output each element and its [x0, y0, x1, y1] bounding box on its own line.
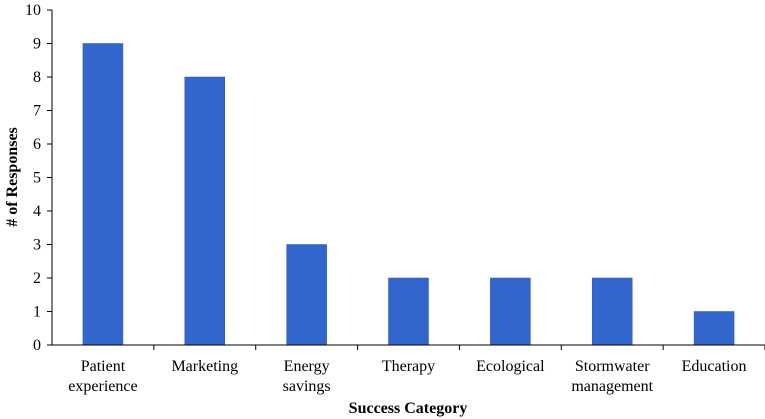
y-tick-label: 6	[33, 136, 41, 153]
y-tick-label: 3	[33, 237, 41, 254]
y-tick-label: 2	[33, 270, 41, 287]
x-tick-label: Therapy	[382, 358, 435, 375]
x-tick-label: Stormwater management	[571, 358, 653, 395]
y-tick-label: 1	[33, 304, 41, 321]
bar	[693, 311, 735, 346]
x-tick-label: Patient experience	[68, 358, 137, 395]
x-axis-tick-labels: Patient experience Marketing Energy savings T…	[68, 345, 765, 395]
y-tick-label: 10	[25, 2, 41, 19]
y-axis-title: # of Responses	[4, 127, 21, 227]
bar	[490, 277, 531, 346]
x-tick-label: Ecological	[476, 358, 545, 375]
y-tick-label: 7	[33, 103, 41, 120]
x-axis-title: Success Category	[349, 400, 468, 417]
bar	[591, 277, 633, 346]
y-tick-label: 9	[33, 36, 41, 53]
bar	[388, 277, 429, 346]
y-tick-label: 0	[33, 337, 41, 354]
y-tick-label: 4	[33, 203, 41, 220]
bar	[82, 43, 124, 346]
bar	[184, 76, 226, 346]
x-tick-label: Marketing	[171, 358, 238, 375]
y-tick-label: 5	[33, 170, 41, 187]
x-tick-label: Energy savings	[283, 358, 331, 395]
x-tick-label: Education	[682, 358, 747, 375]
y-axis-ticks: 0 1 2 3 4 5 6 7 8 9 10	[25, 2, 52, 354]
y-tick-label: 8	[33, 69, 41, 86]
bars	[82, 43, 735, 346]
bar	[286, 244, 327, 346]
